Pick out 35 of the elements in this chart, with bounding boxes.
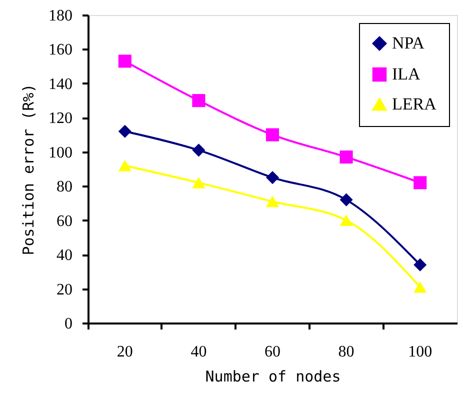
x-tick-label: 80: [338, 344, 354, 360]
point: [118, 54, 132, 68]
point: [414, 258, 427, 272]
point: [266, 171, 280, 184]
y-tick-label: 60: [56, 212, 72, 230]
x-tick-label: 100: [408, 344, 432, 360]
legend-label: LERA: [392, 94, 438, 114]
point: [340, 193, 353, 206]
x-tick-label: 20: [116, 344, 133, 360]
point: [118, 124, 132, 138]
x-tick-label: 40: [190, 344, 207, 360]
y-tick-label: 160: [48, 42, 72, 59]
x-axis-title: Number of nodes: [205, 368, 341, 386]
point: [192, 177, 206, 188]
y-tick-label: 180: [48, 8, 72, 24]
point: [192, 144, 206, 157]
y-axis-title: Position error (R%): [20, 84, 38, 256]
point: [414, 176, 427, 190]
point: [266, 196, 280, 208]
point: [414, 281, 427, 293]
legend-label: ILA: [392, 64, 422, 84]
point: [340, 150, 353, 164]
point: [340, 214, 353, 226]
point: [192, 94, 206, 108]
legend-label: NPA: [392, 34, 426, 52]
y-tick-label: 100: [48, 144, 72, 162]
y-tick-label: 40: [56, 247, 72, 264]
y-tick-label: 0: [64, 316, 72, 332]
y-tick-label: 120: [48, 110, 72, 128]
y-tick-label: 20: [56, 281, 72, 298]
x-tick-label: 60: [264, 344, 280, 360]
point: [266, 128, 280, 142]
y-tick-label: 140: [48, 76, 72, 93]
y-tick-label: 80: [56, 178, 72, 196]
point: [118, 160, 132, 172]
